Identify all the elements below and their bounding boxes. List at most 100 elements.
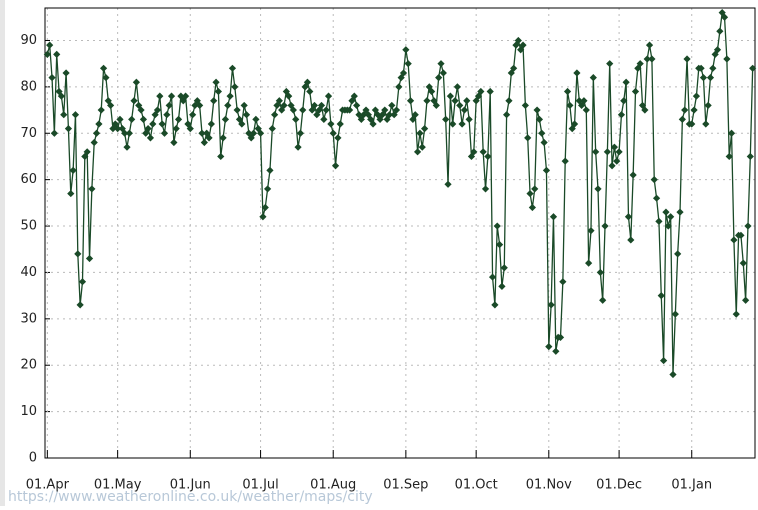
point — [303, 78, 312, 86]
point — [240, 101, 248, 110]
point — [48, 73, 56, 82]
point — [425, 83, 433, 91]
point — [266, 166, 274, 174]
point — [526, 189, 534, 198]
point — [709, 64, 717, 72]
point — [730, 236, 738, 244]
point — [545, 343, 553, 351]
point — [259, 213, 267, 221]
y-tick-label: 20 — [20, 358, 37, 373]
point — [477, 87, 485, 96]
point — [167, 92, 176, 100]
point — [491, 301, 499, 309]
point — [144, 125, 152, 133]
point — [636, 60, 644, 68]
x-tick-label: 01.Jul — [242, 478, 278, 493]
point — [322, 106, 330, 114]
point — [383, 115, 391, 123]
point — [299, 106, 307, 114]
point — [678, 115, 686, 123]
point — [538, 129, 546, 137]
point — [156, 92, 164, 100]
point — [238, 120, 246, 128]
point — [271, 111, 279, 119]
point — [606, 60, 614, 68]
point — [402, 46, 410, 54]
point — [163, 111, 171, 119]
y-tick-label: 0 — [29, 451, 37, 466]
point — [660, 356, 668, 365]
point — [153, 106, 162, 114]
point — [470, 148, 478, 156]
point — [533, 106, 541, 114]
point — [500, 264, 508, 272]
point — [465, 115, 473, 123]
point — [517, 46, 525, 54]
point — [181, 92, 190, 100]
point — [498, 282, 506, 290]
point — [716, 27, 724, 35]
point — [125, 129, 133, 137]
point — [484, 152, 492, 161]
point — [702, 120, 710, 128]
x-tick-label: 01.Oct — [455, 478, 498, 493]
point — [570, 120, 579, 128]
point — [608, 162, 616, 170]
point — [95, 120, 103, 128]
point — [46, 41, 54, 49]
point — [449, 120, 457, 128]
point — [514, 36, 522, 45]
point — [481, 185, 490, 193]
x-tick-label: 01.May — [94, 478, 142, 493]
point — [519, 41, 527, 49]
point — [749, 64, 757, 72]
point — [160, 129, 169, 137]
point — [631, 87, 640, 96]
point — [697, 64, 705, 72]
point — [292, 115, 300, 123]
point — [573, 69, 581, 77]
point — [92, 129, 101, 137]
point — [392, 106, 401, 114]
point — [451, 97, 459, 105]
watermark: https://www.weatheronline.co.uk/weather/… — [8, 489, 373, 505]
point — [83, 148, 91, 156]
point — [446, 92, 454, 100]
point — [732, 310, 740, 318]
point — [692, 92, 701, 100]
point — [652, 194, 661, 202]
point — [158, 120, 166, 128]
line — [46, 10, 754, 375]
point — [348, 97, 356, 105]
point — [378, 111, 387, 119]
point — [683, 55, 691, 63]
plot-frame — [44, 7, 756, 459]
point — [207, 120, 215, 128]
point — [172, 125, 180, 133]
point — [552, 347, 560, 355]
point — [413, 148, 422, 156]
point — [524, 134, 532, 142]
point — [671, 310, 679, 318]
point — [74, 250, 82, 258]
point — [404, 60, 412, 68]
point — [88, 185, 96, 193]
point — [324, 92, 333, 100]
point — [221, 115, 230, 123]
point — [320, 115, 328, 123]
point — [641, 106, 649, 114]
point — [648, 55, 656, 63]
point — [294, 143, 302, 151]
point — [114, 125, 122, 133]
point — [198, 129, 206, 137]
point — [90, 138, 98, 147]
point — [76, 301, 84, 309]
point — [268, 125, 276, 133]
point — [146, 134, 155, 142]
point — [645, 41, 654, 49]
point — [582, 106, 590, 114]
point — [224, 101, 232, 110]
point — [503, 111, 511, 119]
x-tick-label: 01.Dec — [596, 478, 642, 493]
